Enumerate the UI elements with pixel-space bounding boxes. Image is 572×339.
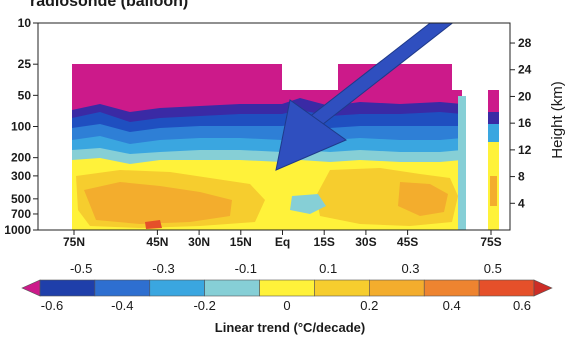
chart-title: radiosonde (balloon) (30, 0, 188, 10)
colorbar-label-top: -0.5 (70, 261, 92, 276)
plot-area (38, 23, 510, 230)
y-tick-label-25: 25 (18, 57, 32, 71)
colorbar-label-bottom: 0.2 (360, 298, 378, 313)
band-cyan-right-edge (458, 96, 466, 230)
y-right-tick-label-4: 4 (518, 196, 525, 210)
colorbar-label-top: -0.1 (235, 261, 257, 276)
region-orange-east (398, 182, 448, 216)
y-axis-right-label: Height (km) (549, 81, 566, 159)
x-tick-label-30S: 30S (355, 235, 376, 249)
y-right-tick-label-20: 20 (518, 89, 532, 103)
colorbar-label-bottom: -0.4 (111, 298, 133, 313)
x-tick-label-75S: 75S (480, 235, 501, 249)
y-axis-right: 28 24 20 16 12 8 4 (510, 36, 532, 210)
x-tick-label-15N: 15N (230, 235, 252, 249)
x-tick-label-45N: 45N (146, 235, 168, 249)
colorbar-swatch (39, 279, 96, 297)
x-tick-label-75N: 75N (63, 235, 85, 249)
right-light-blue (488, 124, 499, 142)
colorbar-label-bottom: 0.4 (443, 298, 461, 313)
x-tick-label-Eq: Eq (275, 235, 290, 249)
x-tick-label-30N: 30N (188, 235, 210, 249)
colorbar-max-triangle (533, 279, 553, 297)
right-magenta (488, 90, 499, 112)
colorbar: -0.6 -0.4 -0.2 0 0.2 0.4 0.6 -0.5 -0.3 -0.1 0.1 0.3… (21, 261, 553, 313)
colorbar-swatch (259, 279, 315, 297)
right-dark-blue (488, 112, 499, 124)
y-tick-label-10: 10 (18, 16, 32, 30)
colorbar-swatch (149, 279, 205, 297)
colorbar-label-top: 0.5 (484, 261, 502, 276)
region-cyan-patch (290, 194, 326, 214)
x-axis: 75N 45N 30N 15N Eq 15S 30S 45S 75S (63, 230, 502, 249)
colorbar-swatch (423, 279, 480, 297)
region-orange-west (84, 182, 232, 224)
colorbar-swatch (204, 279, 260, 297)
colorbar-swatch (478, 279, 535, 297)
region-red-spot (145, 220, 162, 229)
colorbar-swatch (314, 279, 370, 297)
colorbar-label-bottom: 0.6 (513, 298, 531, 313)
colorbar-label-top: -0.3 (152, 261, 174, 276)
y-tick-label-500: 500 (11, 192, 31, 206)
y-right-tick-label-24: 24 (518, 63, 532, 77)
colorbar-min-triangle (21, 279, 41, 297)
colorbar-title: Linear trend (°C/decade) (215, 320, 365, 335)
heatmap-panel-right (488, 90, 499, 230)
heatmap-panel-main (72, 64, 466, 230)
arrow-annotation (275, 23, 454, 171)
arrow-head (275, 99, 348, 171)
y-right-tick-label-28: 28 (518, 36, 532, 50)
colorbar-label-bottom: -0.6 (41, 298, 63, 313)
x-tick-label-45S: 45S (397, 235, 418, 249)
colorbar-swatch (94, 279, 151, 297)
y-right-tick-label-16: 16 (518, 116, 532, 130)
y-tick-label-300: 300 (11, 169, 31, 183)
y-tick-label-100: 100 (11, 120, 31, 134)
right-orange (490, 176, 497, 206)
x-tick-label-15S: 15S (314, 235, 335, 249)
y-right-tick-label-12: 12 (518, 143, 532, 157)
y-right-tick-label-8: 8 (518, 170, 525, 184)
colorbar-label-top: 0.1 (319, 261, 337, 276)
colorbar-swatch (369, 279, 425, 297)
y-tick-label-1000: 1000 (4, 223, 31, 237)
y-tick-label-700: 700 (11, 207, 31, 221)
y-tick-label-50: 50 (18, 88, 32, 102)
colorbar-label-top: 0.3 (401, 261, 419, 276)
colorbar-label-bottom: -0.2 (193, 298, 215, 313)
colorbar-label-bottom: 0 (283, 298, 290, 313)
y-tick-label-200: 200 (11, 151, 31, 165)
